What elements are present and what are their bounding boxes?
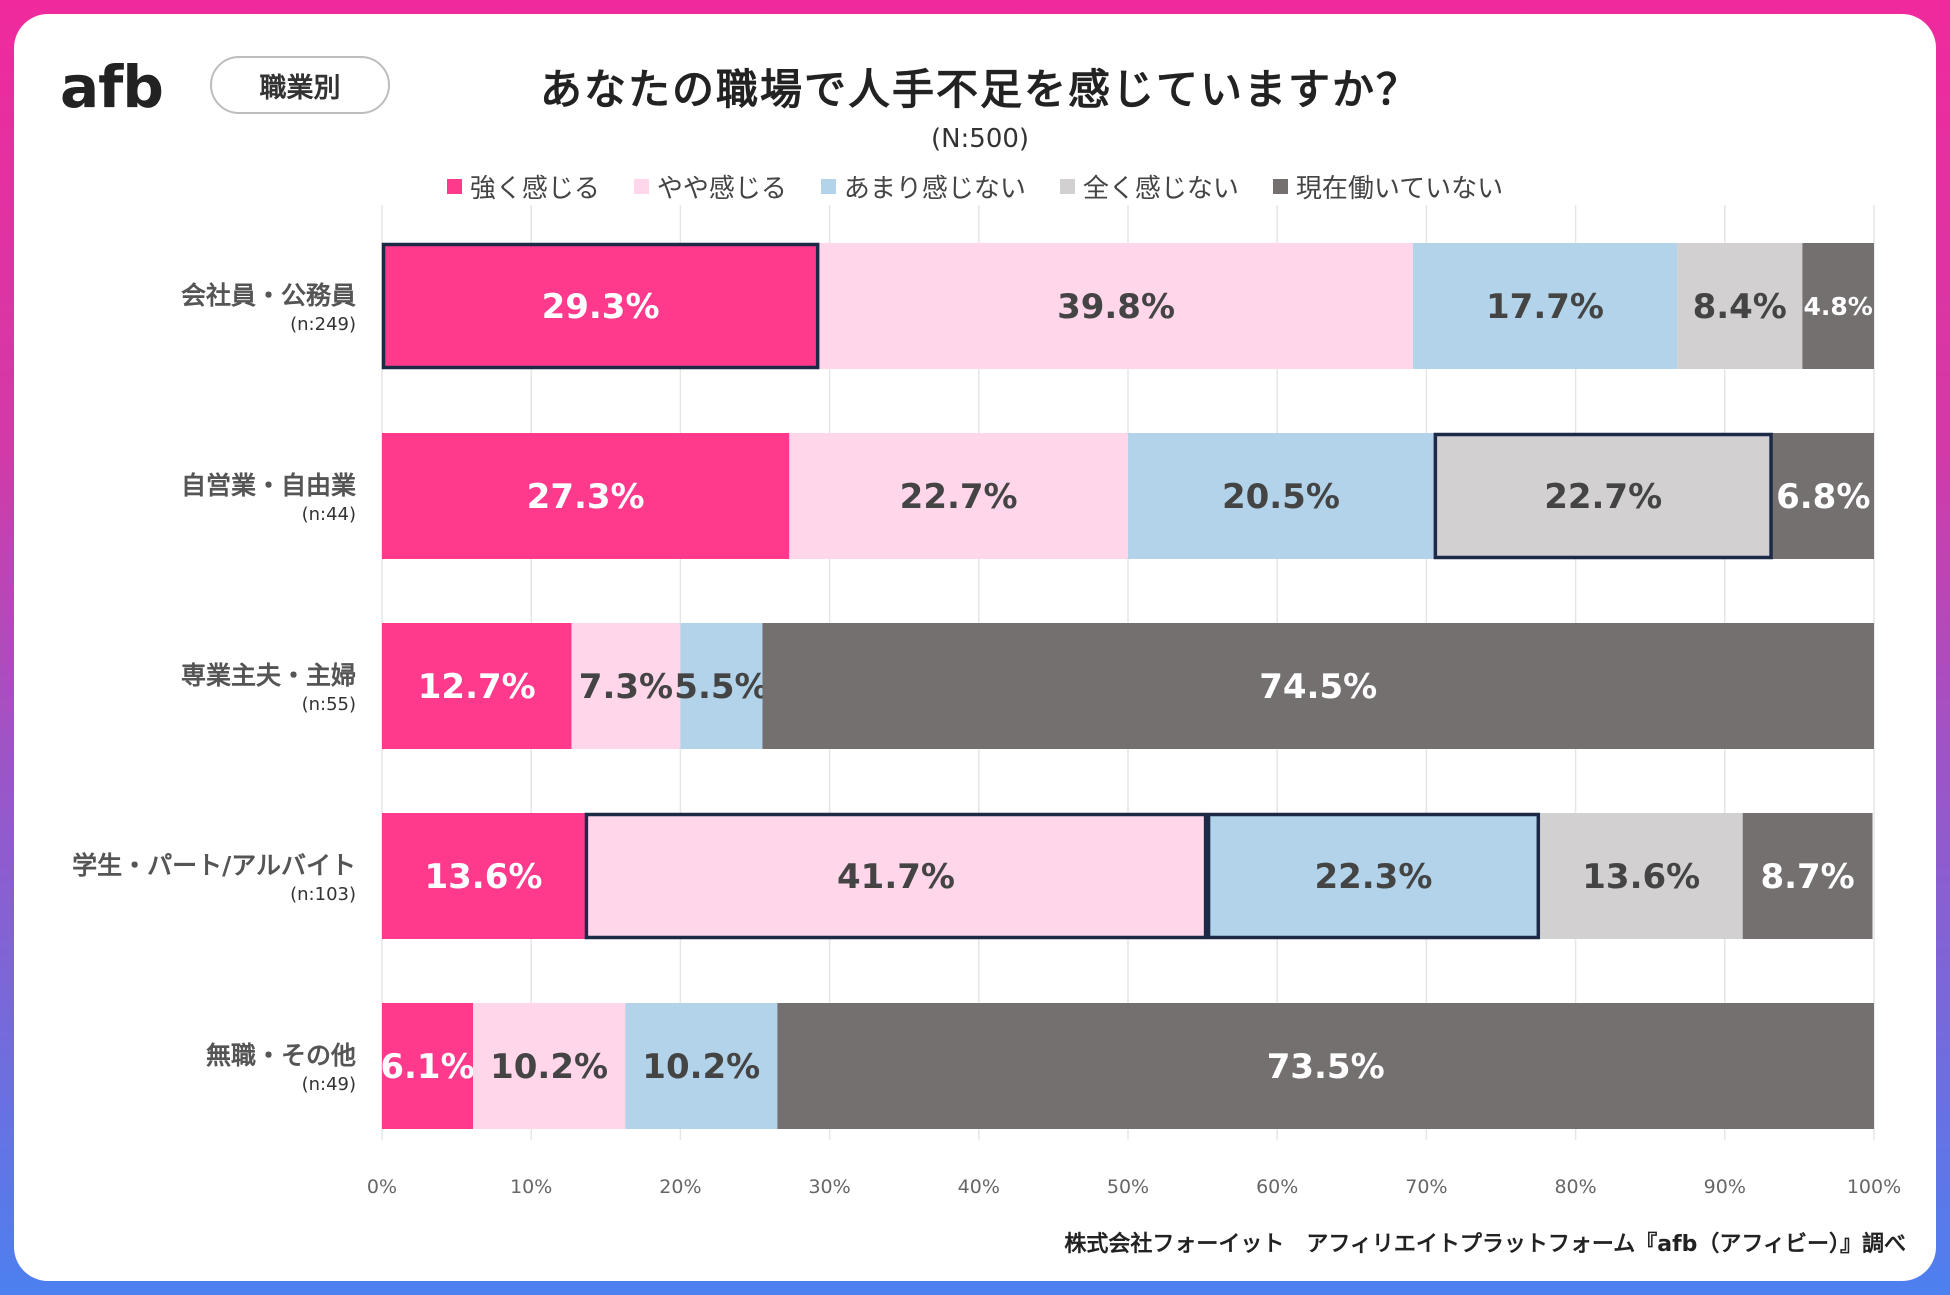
- bar-value-label: 22.3%: [1314, 857, 1432, 897]
- bar-value-label: 17.7%: [1486, 287, 1604, 327]
- bar-value-label: 13.6%: [424, 857, 542, 897]
- bar-segment: [571, 623, 681, 749]
- bar-value-label: 20.5%: [1222, 477, 1340, 517]
- x-tick-label: 0%: [367, 1176, 397, 1198]
- bar-segment: [1742, 813, 1873, 939]
- bar-value-label: 8.4%: [1693, 287, 1787, 327]
- bar-value-label: 12.7%: [418, 667, 536, 707]
- category-label: 無職・その他: [206, 1041, 356, 1070]
- bar-value-label: 7.3%: [579, 667, 673, 707]
- category-label: 会社員・公務員: [181, 281, 356, 310]
- bar-segment: [762, 623, 1875, 749]
- x-tick-label: 60%: [1256, 1176, 1298, 1198]
- highlight-outline: [1433, 432, 1773, 560]
- bar-value-label: 27.3%: [527, 477, 645, 517]
- legend-item: 全く感じない: [1059, 168, 1239, 205]
- legend-swatch: [1272, 179, 1288, 194]
- bar-segment: [1433, 433, 1773, 559]
- bar-segment: [584, 813, 1208, 939]
- bar-value-label: 41.7%: [837, 857, 955, 897]
- x-tick-label: 30%: [808, 1176, 850, 1198]
- bar-segment: [1412, 243, 1678, 369]
- x-tick-label: 70%: [1405, 1176, 1447, 1198]
- bar-value-label: 5.5%: [674, 667, 768, 707]
- legend-label: やや感じる: [656, 174, 787, 204]
- x-tick-label: 80%: [1554, 1176, 1596, 1198]
- category-label: 専業主夫・主婦: [181, 661, 356, 690]
- bar-segment: [1772, 433, 1874, 559]
- bar-value-label: 6.8%: [1776, 477, 1870, 517]
- bar-segment: [789, 433, 1128, 559]
- bar-segment: [1802, 243, 1874, 369]
- category-label: 自営業・自由業: [181, 471, 356, 500]
- bar-segment: [382, 813, 585, 939]
- sample-size-label: (n:49): [302, 1074, 356, 1095]
- x-tick-label: 100%: [1847, 1176, 1901, 1198]
- category-label: 学生・パート/アルバイト: [72, 851, 356, 880]
- bar-value-label: 10.2%: [642, 1047, 760, 1087]
- sample-size-label: (n:249): [290, 314, 356, 335]
- highlight-outline: [1206, 812, 1541, 940]
- bar-value-label: 10.2%: [490, 1047, 608, 1087]
- bar-value-label: 6.1%: [380, 1047, 474, 1087]
- sample-size-label: (n:103): [290, 884, 356, 905]
- sample-size-label: (n:55): [302, 694, 356, 715]
- highlight-outline: [584, 812, 1208, 940]
- legend-item: やや感じる: [633, 168, 787, 205]
- bar-value-label: 39.8%: [1057, 287, 1175, 327]
- x-tick-label: 50%: [1107, 1176, 1149, 1198]
- legend-item: あまり感じない: [820, 168, 1026, 205]
- chart-title: あなたの職場で人手不足を感じていますか？: [539, 65, 1420, 114]
- bar-segment: [1677, 243, 1803, 369]
- bar-segment: [680, 623, 763, 749]
- legend-swatch: [633, 179, 649, 194]
- bar-segment: [1128, 433, 1434, 559]
- bar-segment: [819, 243, 1413, 369]
- legend-swatch: [446, 179, 462, 194]
- bar-value-label: 29.3%: [542, 287, 660, 327]
- bar-segment: [382, 243, 820, 369]
- legend-label: あまり感じない: [843, 174, 1026, 204]
- bar-segment: [777, 1003, 1874, 1129]
- bar-segment: [382, 623, 572, 749]
- bar-value-label: 13.6%: [1582, 857, 1700, 897]
- bar-segment: [473, 1003, 626, 1129]
- sample-size-label: (n:44): [302, 504, 356, 525]
- x-tick-label: 40%: [958, 1176, 1000, 1198]
- legend-label: 現在働いていない: [1295, 174, 1504, 204]
- bar-segment: [1539, 813, 1743, 939]
- bar-value-label: 74.5%: [1259, 667, 1377, 707]
- legend-item: 現在働いていない: [1272, 168, 1504, 205]
- x-tick-label: 20%: [659, 1176, 701, 1198]
- category-badge: 職業別: [210, 56, 390, 114]
- x-tick-label: 90%: [1704, 1176, 1746, 1198]
- chart-legend: 強く感じる やや感じる あまり感じない 全く感じない 現在働いていない: [0, 168, 1950, 205]
- highlight-outline: [381, 242, 820, 370]
- bar-segment: [382, 1003, 474, 1129]
- legend-label: 全く感じない: [1082, 174, 1239, 204]
- bar-segment: [1207, 813, 1540, 939]
- bar-value-label: 22.7%: [1544, 477, 1662, 517]
- bar-value-label: 4.8%: [1804, 292, 1873, 321]
- afb-logo: afb: [60, 52, 184, 122]
- legend-label: 強く感じる: [469, 174, 600, 204]
- x-tick-label: 10%: [510, 1176, 552, 1198]
- legend-item: 強く感じる: [446, 168, 600, 205]
- chart-subtitle: (N:500): [930, 124, 1030, 154]
- bar-value-label: 73.5%: [1267, 1047, 1385, 1087]
- bar-segment: [382, 433, 790, 559]
- source-note: 株式会社フォーイット アフィリエイトプラットフォーム『afb（アフィビー）』調べ: [1064, 1232, 1906, 1257]
- bar-value-label: 8.7%: [1760, 857, 1854, 897]
- logo-text: afb: [60, 53, 164, 121]
- bar-value-label: 22.7%: [900, 477, 1018, 517]
- legend-swatch: [1059, 179, 1075, 194]
- legend-swatch: [820, 179, 836, 194]
- bar-segment: [625, 1003, 778, 1129]
- badge-label: 職業別: [259, 72, 341, 104]
